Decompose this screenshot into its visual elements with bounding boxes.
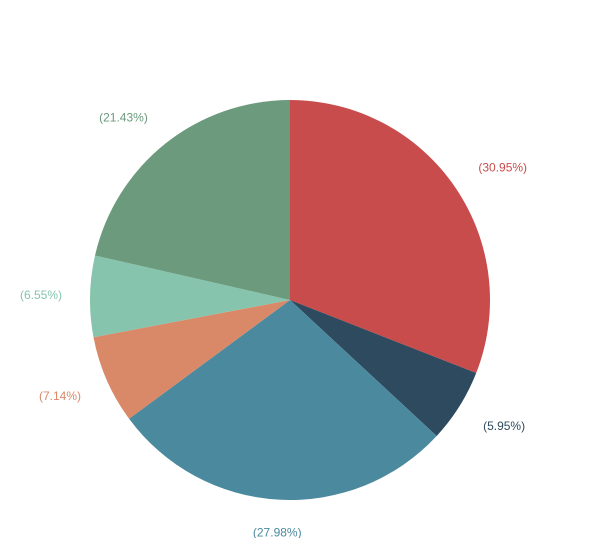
pie-chart: (30.95%) (5.95%) (27.98%) (7.14%) (6.55%) (21… xyxy=(0,0,600,538)
pie-slice-label: (7.14%) xyxy=(39,389,81,403)
pie-slice-label: (21.43%) xyxy=(99,111,148,125)
pie-slice-label: (30.95%) xyxy=(478,161,527,175)
pie-slice-label: (6.55%) xyxy=(20,288,62,302)
pie-slice-label: (27.98%) xyxy=(253,525,302,538)
pie-slice-label: (5.95%) xyxy=(483,419,525,433)
